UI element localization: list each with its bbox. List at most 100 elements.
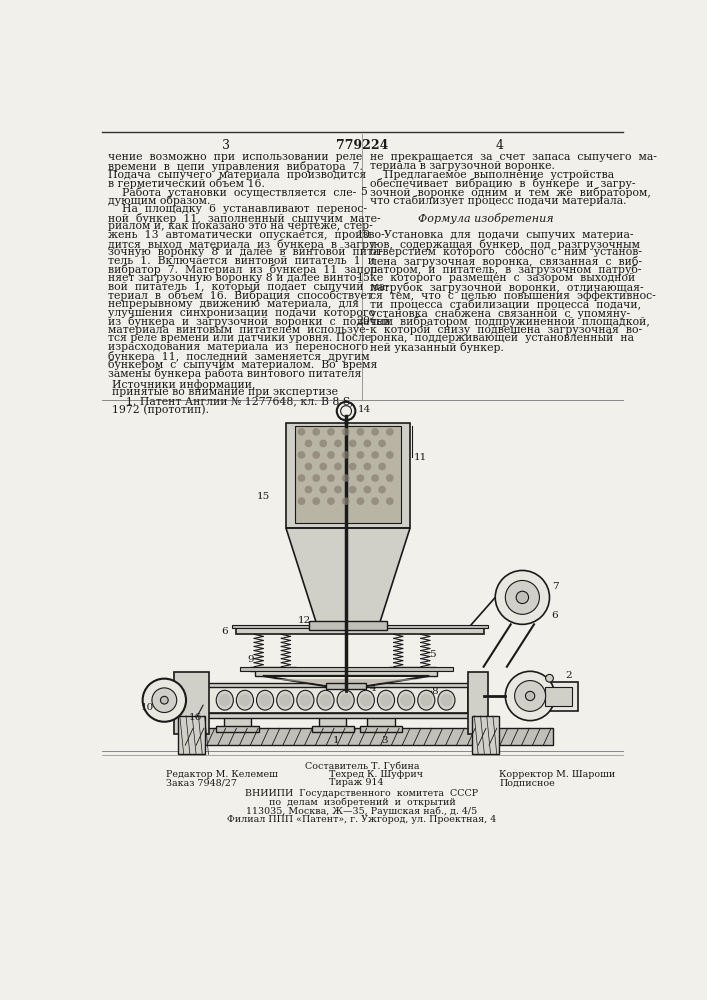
Circle shape [341,451,349,459]
Circle shape [356,474,364,482]
Text: териал  в  объем  16.  Вибрация  способствует: териал в объем 16. Вибрация способствует [107,290,373,301]
Circle shape [334,463,341,470]
Bar [286,423,410,528]
Text: 6: 6 [551,611,558,620]
Text: 1972 (прототип).: 1972 (прототип). [112,405,209,415]
Text: вибратор  7.  Материал  из  бункера  11  запол-: вибратор 7. Материал из бункера 11 запол… [107,264,380,275]
Text: 3: 3 [381,736,388,745]
Circle shape [378,486,386,493]
Bar [216,726,259,732]
Ellipse shape [357,690,375,710]
Ellipse shape [380,694,392,707]
Text: Заказ 7948/27: Заказ 7948/27 [166,778,237,787]
Text: 10: 10 [356,230,370,240]
Text: лов,  содержащая  бункер,  под  разгрузочным: лов, содержащая бункер, под разгрузочным [370,239,640,250]
Text: 12: 12 [298,616,311,625]
Ellipse shape [218,694,230,707]
Ellipse shape [320,694,332,707]
Text: Техред К. Шуфрич: Техред К. Шуфрич [329,770,423,779]
Bar [296,426,401,523]
Text: 5: 5 [360,187,367,197]
Bar [360,726,402,732]
Ellipse shape [216,690,233,710]
Circle shape [506,671,555,721]
Circle shape [327,474,335,482]
Ellipse shape [259,694,271,707]
Text: тся реле времени или датчики уровня. После: тся реле времени или датчики уровня. Пос… [107,333,371,343]
Text: 15: 15 [257,492,271,501]
Text: времени  в  цепи  управления  вибратора  7.: времени в цепи управления вибратора 7. [107,161,363,172]
Text: На  площадку  6  устанавливают  переноc-: На площадку 6 устанавливают переноc- [107,204,367,214]
Text: 16: 16 [189,713,202,722]
Circle shape [312,428,320,436]
Text: 4: 4 [370,684,376,693]
Circle shape [515,681,546,711]
Text: 14: 14 [358,405,371,414]
Bar [174,672,209,734]
Circle shape [320,440,327,447]
Circle shape [371,497,379,505]
Text: непрерывному  движению  материала,  для: непрерывному движению материала, для [107,299,358,309]
Bar [539,682,578,711]
Circle shape [298,428,305,436]
Text: 6: 6 [221,627,228,636]
Bar [312,726,354,732]
Text: Корректор М. Шароши: Корректор М. Шароши [499,770,615,779]
Text: в герметический объем 16.: в герметический объем 16. [107,178,264,189]
Text: тым  вибратором  подпружиненной  площадкой,: тым вибратором подпружиненной площадкой, [370,316,650,327]
Bar [327,683,366,689]
Text: Подача  сыпучего  материала  производится: Подача сыпучего материала производится [107,170,366,180]
Text: зочную  воронку  8  и  далее  в  винтовой  пита-: зочную воронку 8 и далее в винтовой пита… [107,247,382,257]
Circle shape [298,497,305,505]
Text: териала в загрузочной воронке.: териала в загрузочной воронке. [370,161,554,171]
Text: риалом и, как показано это на чертеже, стер-: риалом и, как показано это на чертеже, с… [107,221,373,231]
Text: 4: 4 [495,139,503,152]
Circle shape [305,486,312,493]
Ellipse shape [236,690,254,710]
Text: установка  снабжена  связанной  с  упомяну-: установка снабжена связанной с упомяну- [370,308,630,319]
Text: 2: 2 [565,671,572,680]
Text: Предлагаемое  выполнение  устройства: Предлагаемое выполнение устройства [370,170,614,180]
Circle shape [327,428,335,436]
Circle shape [378,463,386,470]
Bar [255,670,437,676]
Ellipse shape [418,690,435,710]
Ellipse shape [317,690,334,710]
Text: 11: 11 [414,453,427,462]
Text: тель  1.  Включается  винтовой  питатель  1  и: тель 1. Включается винтовой питатель 1 и [107,256,375,266]
Circle shape [143,679,186,722]
Circle shape [363,440,371,447]
Circle shape [506,580,539,614]
Bar [224,713,251,728]
Ellipse shape [397,690,415,710]
Text: замены бункера работа винтового питателя: замены бункера работа винтового питателя [107,368,361,379]
Bar [203,683,484,687]
Circle shape [298,451,305,459]
Ellipse shape [360,694,372,707]
Bar [182,728,554,745]
Circle shape [341,428,349,436]
Text: ронка,  поддерживающей  установленный  на: ронка, поддерживающей установленный на [370,333,633,343]
Text: 779224: 779224 [336,139,388,152]
Text: из  бункера  и  загрузочной  воронки  с  подачей: из бункера и загрузочной воронки с подач… [107,316,390,327]
Text: Источники информации,: Источники информации, [112,379,255,390]
Text: ней указанный бункер.: ней указанный бункер. [370,342,503,353]
Circle shape [320,486,327,493]
Text: ке  которого  размещен  с  зазором  выходной: ке которого размещен с зазором выходной [370,273,635,283]
Circle shape [349,463,356,470]
Text: 1. Патент Англии № 1277648, кл. В 8 S,: 1. Патент Англии № 1277648, кл. В 8 S, [112,396,353,406]
Text: зочной  воронке  одним  и  тем  же  вибратором,: зочной воронке одним и тем же вибратором… [370,187,650,198]
Text: ВНИИПИ  Государственного  комитета  СССР: ВНИИПИ Государственного комитета СССР [245,789,479,798]
Text: 9: 9 [247,655,254,664]
Text: Формула изобретения: Формула изобретения [418,213,554,224]
Ellipse shape [299,694,311,707]
Bar [320,713,346,728]
Ellipse shape [339,694,351,707]
Circle shape [386,474,394,482]
Ellipse shape [438,690,455,710]
Circle shape [327,451,335,459]
Text: принятые во внимание при экспертизе: принятые во внимание при экспертизе [112,387,338,397]
Text: Тираж 914: Тираж 914 [329,778,383,787]
Bar [545,687,572,706]
Text: ти  процесса  стабилизации  процесса  подачи,: ти процесса стабилизации процесса подачи… [370,299,641,310]
